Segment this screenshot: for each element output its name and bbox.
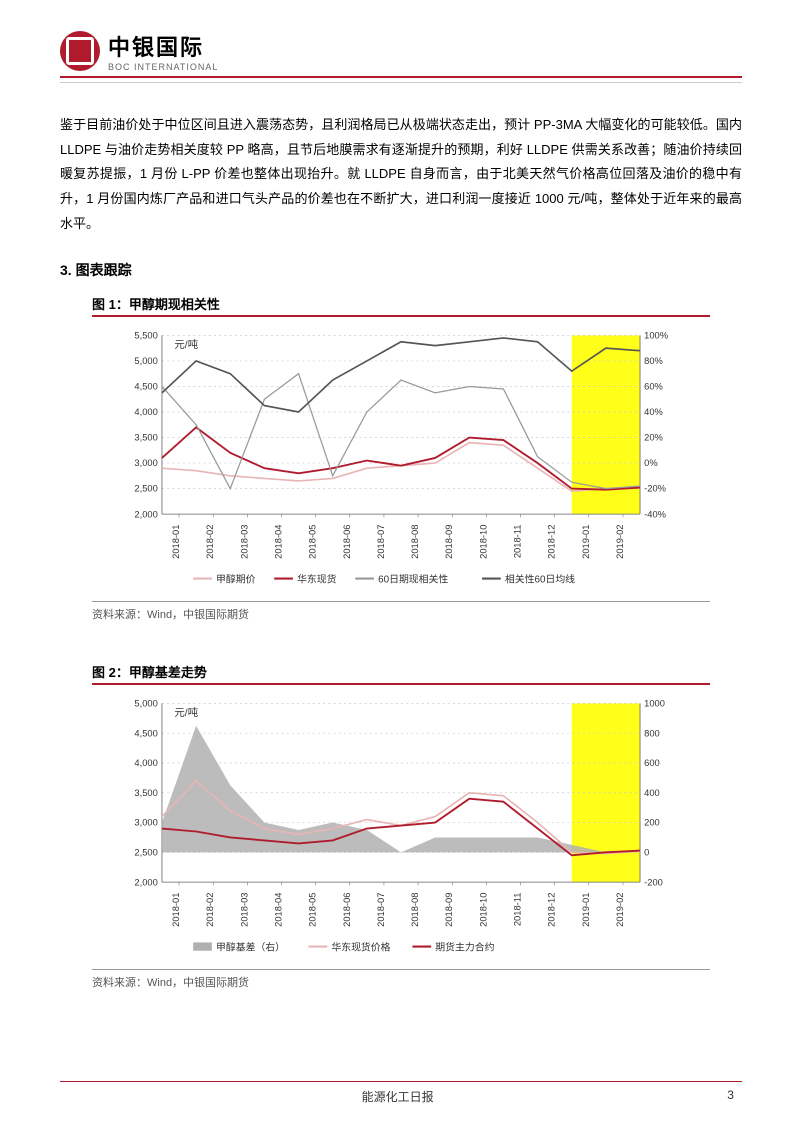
svg-text:2018-08: 2018-08: [410, 524, 420, 558]
svg-text:20%: 20%: [644, 433, 663, 443]
analysis-paragraph: 鉴于目前油价处于中位区间且进入震荡态势，且利润格局已从极端状态走出，预计 PP-…: [60, 113, 742, 236]
brand-name-cn: 中银国际: [108, 30, 218, 62]
svg-text:2019-02: 2019-02: [615, 524, 625, 558]
footer: 能源化工日报 3: [60, 1081, 742, 1106]
svg-text:华东现货: 华东现货: [297, 573, 337, 586]
svg-text:2019-02: 2019-02: [615, 892, 625, 926]
brand-header: 中银国际 BOC INTERNATIONAL: [60, 30, 742, 78]
svg-text:2018-08: 2018-08: [410, 892, 420, 926]
svg-text:2,500: 2,500: [134, 484, 157, 494]
figure-1-title: 图 1：甲醇期现相关性: [92, 294, 742, 313]
svg-text:2018-05: 2018-05: [308, 524, 318, 558]
svg-text:2018-04: 2018-04: [273, 524, 283, 558]
figure-2-chart: 5,000 4,500 4,000 3,500 3,000 2,500 2,000 1000 8…: [110, 693, 692, 963]
figure-1-chart: 5,500 5,000 4,500 4,000 3,500 3,000 2,500 2,000…: [110, 325, 692, 595]
svg-text:元/吨: 元/吨: [174, 706, 198, 719]
svg-text:2018-01: 2018-01: [171, 892, 181, 926]
brand-name-en: BOC INTERNATIONAL: [108, 62, 218, 72]
svg-text:2018-07: 2018-07: [376, 524, 386, 558]
svg-text:-20%: -20%: [644, 484, 666, 494]
svg-text:4,000: 4,000: [134, 407, 157, 417]
figure-2-rule: [92, 683, 710, 685]
svg-text:2018-03: 2018-03: [239, 892, 249, 926]
svg-text:期货主力合约: 期货主力合约: [435, 940, 494, 953]
svg-text:元/吨: 元/吨: [174, 338, 198, 351]
svg-text:80%: 80%: [644, 356, 663, 366]
figure-1-source: 资料来源：Wind，中银国际期货: [92, 601, 710, 622]
svg-text:-200: -200: [644, 877, 663, 887]
svg-text:4,500: 4,500: [134, 728, 157, 738]
svg-text:0%: 0%: [644, 458, 658, 468]
svg-text:2018-12: 2018-12: [547, 524, 557, 558]
footer-rule: [60, 1081, 742, 1083]
svg-text:2019-01: 2019-01: [581, 892, 591, 926]
svg-text:400: 400: [644, 788, 660, 798]
svg-text:3,500: 3,500: [134, 433, 157, 443]
svg-text:2018-01: 2018-01: [171, 524, 181, 558]
svg-text:100%: 100%: [644, 330, 668, 340]
svg-text:2018-07: 2018-07: [376, 892, 386, 926]
svg-text:800: 800: [644, 728, 660, 738]
svg-text:5,000: 5,000: [134, 698, 157, 708]
figure-2: 图 2：甲醇基差走势 5,000 4,500 4,000 3,500 3,000 2,50…: [60, 662, 742, 990]
figure-2-source: 资料来源：Wind，中银国际期货: [92, 969, 710, 990]
svg-text:华东现货价格: 华东现货价格: [331, 940, 390, 953]
figure-1: 图 1：甲醇期现相关性 5,500 5,000 4,500 4,000 3,500 3,0…: [60, 294, 742, 622]
svg-text:2018-09: 2018-09: [444, 524, 454, 558]
svg-text:2,000: 2,000: [134, 509, 157, 519]
figure-1-rule: [92, 315, 710, 317]
svg-text:3,000: 3,000: [134, 458, 157, 468]
svg-text:3,000: 3,000: [134, 817, 157, 827]
svg-text:600: 600: [644, 758, 660, 768]
svg-text:甲醇期价: 甲醇期价: [216, 573, 256, 586]
svg-text:甲醇基差（右）: 甲醇基差（右）: [216, 940, 285, 953]
svg-text:2018-06: 2018-06: [342, 524, 352, 558]
svg-text:-40%: -40%: [644, 509, 666, 519]
svg-text:2018-02: 2018-02: [205, 892, 215, 926]
svg-text:4,000: 4,000: [134, 758, 157, 768]
svg-text:2019-01: 2019-01: [581, 524, 591, 558]
svg-text:2018-02: 2018-02: [205, 524, 215, 558]
svg-text:5,000: 5,000: [134, 356, 157, 366]
svg-text:2018-06: 2018-06: [342, 892, 352, 926]
svg-text:2018-11: 2018-11: [513, 892, 523, 926]
svg-text:2018-04: 2018-04: [273, 892, 283, 926]
svg-text:2,000: 2,000: [134, 877, 157, 887]
svg-text:5,500: 5,500: [134, 330, 157, 340]
svg-text:2018-05: 2018-05: [308, 892, 318, 926]
header-divider: [60, 82, 742, 83]
svg-text:相关性60日均线: 相关性60日均线: [505, 573, 575, 586]
svg-text:60%: 60%: [644, 382, 663, 392]
footer-report-name: 能源化工日报: [362, 1088, 434, 1105]
svg-text:2018-10: 2018-10: [478, 892, 488, 926]
footer-page-number: 3: [727, 1088, 734, 1105]
svg-text:2,500: 2,500: [134, 847, 157, 857]
svg-text:200: 200: [644, 817, 660, 827]
svg-text:2018-09: 2018-09: [444, 892, 454, 926]
svg-text:0: 0: [644, 847, 649, 857]
svg-text:2018-11: 2018-11: [513, 524, 523, 558]
svg-text:2018-03: 2018-03: [239, 524, 249, 558]
svg-text:3,500: 3,500: [134, 788, 157, 798]
svg-text:40%: 40%: [644, 407, 663, 417]
brand-logo-icon: [60, 31, 100, 71]
svg-text:1000: 1000: [644, 698, 665, 708]
svg-text:60日期现相关性: 60日期现相关性: [378, 573, 448, 586]
svg-text:2018-12: 2018-12: [547, 892, 557, 926]
figure-2-title: 图 2：甲醇基差走势: [92, 662, 742, 681]
svg-text:4,500: 4,500: [134, 382, 157, 392]
svg-text:2018-10: 2018-10: [478, 524, 488, 558]
section-heading: 3. 图表跟踪: [60, 260, 742, 280]
